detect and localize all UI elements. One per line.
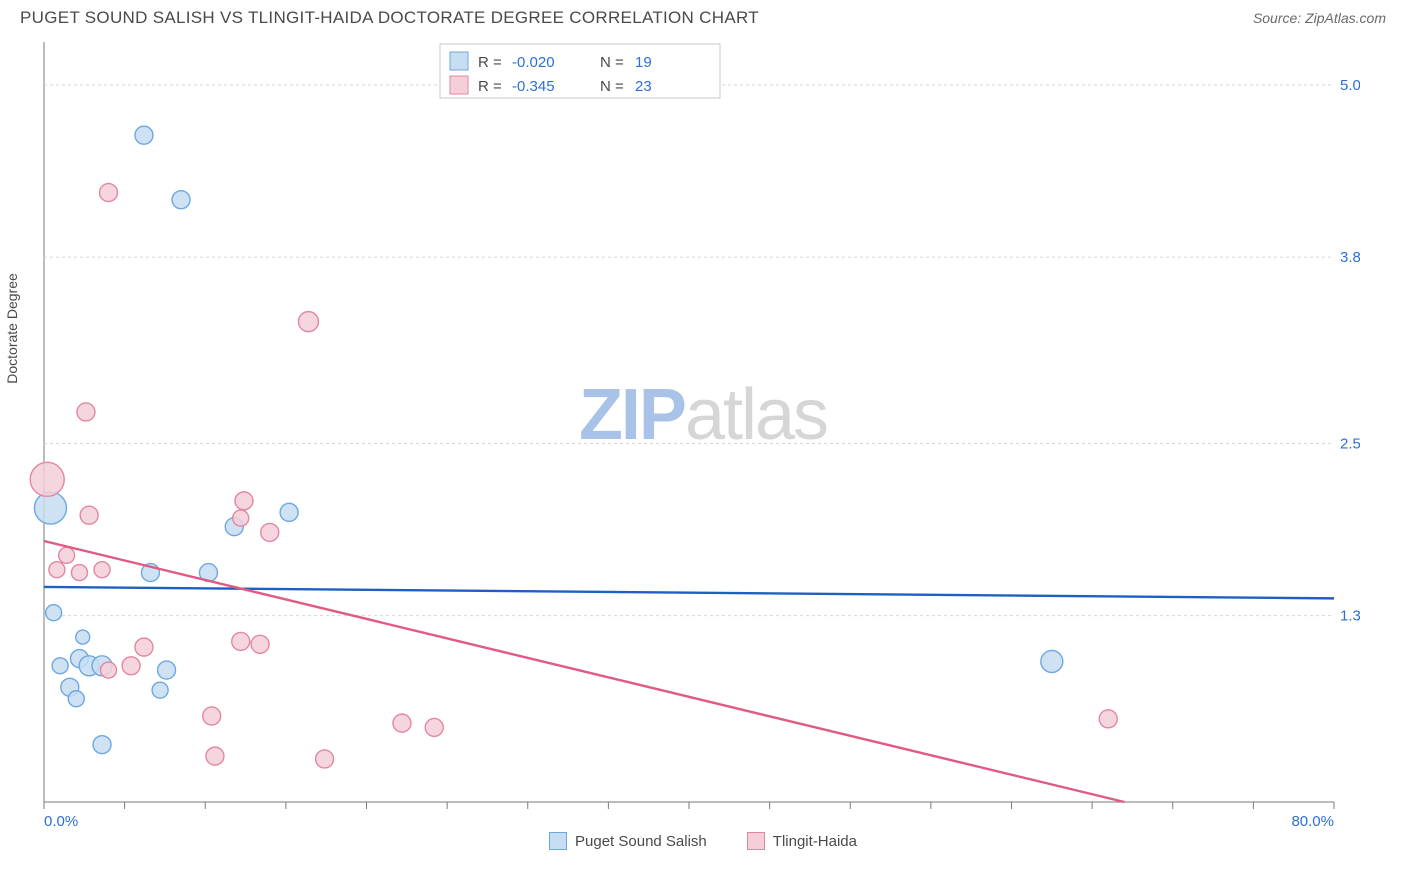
svg-text:3.8%: 3.8% [1340,249,1360,266]
scatter-chart: 1.3% 2.5% 3.8% 5.0% 0.0% 80.0% R = -0.020 N = 19 R… [20,36,1360,826]
svg-text:5.0%: 5.0% [1340,77,1360,94]
svg-text:80.0%: 80.0% [1291,813,1334,826]
svg-text:23: 23 [635,78,652,95]
svg-text:N =: N = [600,54,624,71]
svg-text:R =: R = [478,78,502,95]
chart-title: PUGET SOUND SALISH VS TLINGIT-HAIDA DOCT… [20,8,759,28]
chart-header: PUGET SOUND SALISH VS TLINGIT-HAIDA DOCT… [0,0,1406,32]
source-attribution: Source: ZipAtlas.com [1253,10,1386,26]
legend-label-1: Puget Sound Salish [575,833,707,850]
svg-text:-0.345: -0.345 [512,78,555,95]
legend-item-series-1: Puget Sound Salish [549,832,707,850]
legend-item-series-2: Tlingit-Haida [747,832,857,850]
legend-swatch-2 [747,832,765,850]
svg-text:19: 19 [635,54,652,71]
svg-text:0.0%: 0.0% [44,813,78,826]
bottom-legend: Puget Sound Salish Tlingit-Haida [0,832,1406,850]
legend-label-2: Tlingit-Haida [773,833,857,850]
svg-text:2.5%: 2.5% [1340,436,1360,453]
svg-text:1.3%: 1.3% [1340,608,1360,625]
svg-text:-0.020: -0.020 [512,54,555,71]
y-axis-label: Doctorate Degree [4,273,20,384]
chart-area: Doctorate Degree 1.3%2.5%3.8%5.0%0.0%80.… [20,36,1386,826]
legend-swatch-1 [549,832,567,850]
svg-text:R =: R = [478,54,502,71]
svg-text:N =: N = [600,78,624,95]
